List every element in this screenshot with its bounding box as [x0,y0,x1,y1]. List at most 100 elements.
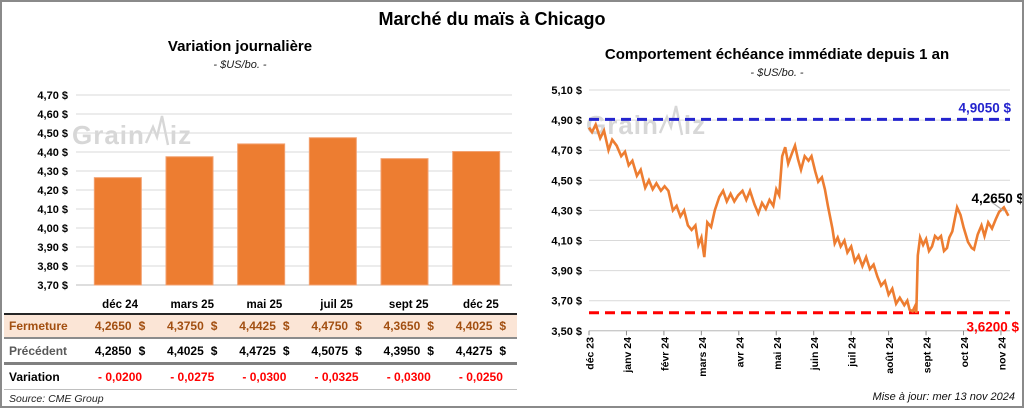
table-column-header: juil 25 [320,298,353,311]
table-value: 4,4725 [239,343,276,358]
table-value-cell: - 0,0300 [373,370,445,384]
currency-symbol: $ [210,319,218,333]
bar-ytick-label: 3,70 $ [37,280,68,292]
currency-symbol: $ [138,343,146,358]
table-value-cell: 4,4025 $ [445,319,517,333]
table-row-label: Précédent [9,343,68,358]
line-chart: 5,10 $ 4,90 $ 4,70 $ 4,50 $ 4,30 $ 4,10 $ 3,90… [551,85,1024,377]
table-value-cell: - 0,0325 [300,370,372,384]
table-value-cell: 4,3650 $ [373,319,445,333]
x-axis-label: juin 24 [809,337,821,371]
table-value-cell: 4,2650 $ [84,319,156,333]
table-row-fermeture: Fermeture 4,2650 $ 4,3750 $4,4425 $4,4750 $4,3… [4,315,517,339]
bar-ytick-label: 3,90 $ [37,242,68,254]
reference-line-label: 3,6200 $ [966,320,1019,335]
x-axis-label: août 24 [884,337,896,374]
table-value: - 0,0250 [458,370,503,384]
currency-symbol: $ [282,319,290,333]
bar-chart-title: Variation journalière [167,38,313,55]
line-ytick-label: 4,10 $ [551,236,582,248]
table-value: - 0,0300 [242,370,287,384]
table-value: 4,3950 [383,343,421,358]
x-axis-label: oct 24 [959,337,971,368]
bar-ytick-label: 4,50 $ [37,128,68,140]
table-value-cell: - 0,0250 [445,370,517,384]
currency-symbol: $ [282,343,290,358]
table-value-cell: 4,4275 $ [445,344,517,358]
x-axis-label: avr 24 [734,337,746,368]
table-value: - 0,0300 [386,370,431,384]
bar-déc 24 [93,177,142,286]
table-value: 4,2850 [94,343,132,358]
table-row-label: Fermeture [9,319,68,333]
currency-symbol: $ [355,343,362,358]
table-value: - 0,0275 [170,370,215,384]
table-value-cell: 4,4750 $ [300,319,372,333]
currency-symbol: $ [355,319,362,333]
line-ytick-label: 3,90 $ [551,266,582,278]
bar-juil 25 [308,137,357,286]
annotation-leader-line [989,200,1005,212]
bar-déc 25 [452,151,501,286]
table-column-header: sept 25 [388,298,429,311]
table-header-row: déc 24 mars 25 mai 25 juil 25 sept 25 déc 25 [4,296,517,315]
table-column-header: mars 25 [170,298,214,311]
x-axis-label: mai 24 [772,337,784,370]
bar-ytick-label: 4,00 $ [37,223,68,235]
table-value-cell: - 0,0275 [156,370,228,384]
currency-symbol: $ [499,343,507,358]
line-ytick-label: 4,30 $ [551,205,582,217]
table-value: 4,4750 [311,319,349,333]
line-ytick-label: 3,70 $ [551,296,582,308]
table-value-cell: 4,2850 $ [84,344,156,358]
bar-mai 25 [237,143,286,286]
table-value: - 0,0325 [314,370,359,384]
bar-mars 25 [165,156,214,286]
table-value-cell: 4,4725 $ [228,344,300,358]
line-ytick-label: 3,50 $ [551,326,582,338]
table-value-cell: - 0,0300 [228,370,300,384]
table-value: 4,4425 [239,319,276,333]
price-table: déc 24 mars 25 mai 25 juil 25 sept 25 déc 25 F… [4,296,517,390]
bar-ytick-label: 4,70 $ [37,90,68,102]
x-axis-label: sept 24 [922,337,934,373]
currency-symbol: $ [427,319,434,333]
x-axis-label: mars 24 [697,337,709,377]
price-line-series [587,121,1010,314]
bar-ytick-label: 4,40 $ [37,147,68,159]
bar-ytick-label: 3,80 $ [37,261,68,273]
bar-chart-subtitle: - $US/bo. - [213,59,267,71]
line-ytick-label: 5,10 $ [551,85,582,97]
x-axis-label: nov 24 [996,337,1008,370]
table-row-label: Variation [9,370,60,384]
bar-ytick-label: 4,30 $ [37,166,68,178]
reference-line-label: 4,9050 $ [958,100,1011,115]
currency-symbol: $ [499,319,507,333]
bar-ytick-label: 4,20 $ [37,185,68,197]
table-row-variation: Variation - 0,0200 - 0,0275 - 0,0300 - 0,032… [4,365,517,390]
table-value: 4,3750 [167,319,204,333]
table-value: 4,4275 [455,343,493,358]
page-title: Marché du maïs à Chicago [378,9,606,29]
last-price-label: 4,2650 $ [971,191,1024,206]
source-note: Source: CME Group [9,393,104,405]
x-axis-label: juil 24 [847,337,859,368]
table-value-cell: 4,5075 $ [300,344,372,358]
line-chart-title: Comportement échéance immédiate depuis 1… [604,46,950,63]
updated-note: Mise à jour: mer 13 nov 2024 [872,391,1015,403]
table-value: - 0,0200 [98,370,143,384]
table-value-cell: - 0,0200 [84,370,156,384]
x-axis-label: déc 23 [585,337,597,370]
table-column-header: déc 25 [463,298,499,311]
table-column-header: mai 25 [246,298,283,311]
currency-symbol: $ [138,319,146,333]
bar-sept 25 [380,158,429,286]
currency-symbol: $ [210,343,218,358]
line-ytick-label: 4,50 $ [551,175,582,187]
bar-ytick-label: 4,10 $ [37,204,68,216]
table-value: 4,5075 [311,343,349,358]
table-value-cell: 4,3750 $ [156,319,228,333]
x-axis-label: févr 24 [659,337,671,371]
bar-chart: 4,70 $ 4,60 $ 4,50 $ 4,40 $ 4,30 $ 4,20 $ 4,10… [37,90,512,292]
